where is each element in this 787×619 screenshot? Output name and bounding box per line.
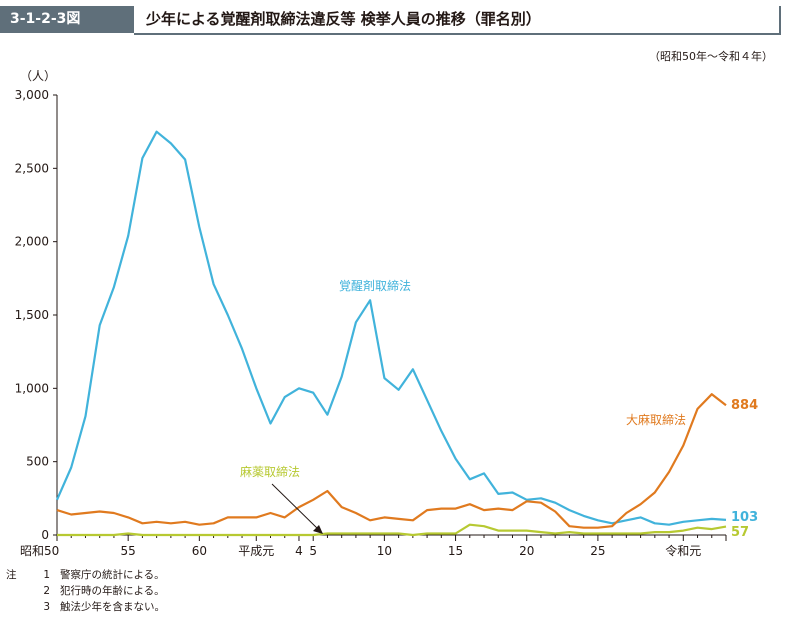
note-text: 触法少年を含まない。 (60, 601, 165, 613)
x-tick-label: 5 (309, 544, 317, 558)
y-tick-label: 1,000 (15, 381, 49, 395)
series-line-大麻取締法 (56, 393, 727, 529)
note-number: 2 (43, 585, 50, 597)
series-annotation: 大麻取締法 (626, 412, 686, 427)
chart-axes: 0 500 1,000 1,500 2,000 2,500 3,000 （人） 昭和50 55 60… (15, 69, 727, 558)
x-tick-label: 15 (448, 544, 463, 558)
y-tick-label: 2,000 (15, 235, 49, 249)
note-number: 1 (43, 569, 50, 581)
x-tick-label: 55 (121, 544, 136, 558)
y-axis-label: （人） (20, 69, 56, 83)
annotation-arrow (271, 483, 320, 531)
period-label: （昭和50年～令和４年） (649, 50, 773, 63)
notes: 注 1 警察庁の統計による。 2 犯行時の年齢による。 3 触法少年を含まない。 (6, 567, 165, 615)
series-end-label: 103 (731, 510, 758, 525)
series-annotation: 覚醒剤取締法 (339, 278, 411, 293)
line-chart: 0 500 1,000 1,500 2,000 2,500 3,000 （人） 昭和50 55 60… (15, 69, 759, 558)
chart-series (55, 130, 727, 537)
y-tick-label: 3,000 (15, 88, 49, 102)
note-text: 犯行時の年齢による。 (60, 585, 165, 597)
header-rule (134, 33, 781, 35)
x-tick-label: 25 (590, 544, 605, 558)
x-tick-label: 平成元 (238, 544, 274, 558)
figure-number-badge: 3-1-2-3図 (0, 6, 134, 33)
y-tick-label: 2,500 (15, 161, 49, 175)
x-tick-label: 昭和50 (20, 544, 59, 558)
series-end-label: 57 (731, 525, 749, 540)
series-annotation: 麻薬取締法 (240, 464, 300, 479)
note-row: 2 犯行時の年齢による。 (6, 583, 165, 599)
annotation-arrowhead (313, 525, 323, 534)
note-row: 3 触法少年を含まない。 (6, 599, 165, 615)
note-text: 警察庁の統計による。 (60, 569, 165, 581)
note-head: 注 (6, 569, 17, 581)
series-line-覚醒剤取締法 (55, 130, 727, 526)
header-end-bar (779, 6, 781, 35)
figure-title: 少年による覚醒剤取締法違反等 検挙人員の推移（罪名別） (146, 10, 541, 28)
note-row: 注 1 警察庁の統計による。 (6, 567, 165, 583)
y-tick-label: 0 (41, 528, 49, 542)
note-number: 3 (43, 601, 50, 613)
x-tick-label: 10 (377, 544, 392, 558)
series-line-麻薬取締法 (57, 523, 727, 537)
x-tick-label: 20 (519, 544, 534, 558)
x-tick-label: 令和元 (665, 543, 701, 558)
y-tick-label: 1,500 (15, 308, 49, 322)
x-tick-label: 60 (192, 544, 207, 558)
y-tick-label: 500 (26, 455, 49, 469)
series-end-label: 884 (731, 398, 758, 413)
figure-header: 3-1-2-3図 少年による覚醒剤取締法違反等 検挙人員の推移（罪名別） (0, 0, 787, 38)
x-tick-label: 4 (295, 544, 303, 558)
